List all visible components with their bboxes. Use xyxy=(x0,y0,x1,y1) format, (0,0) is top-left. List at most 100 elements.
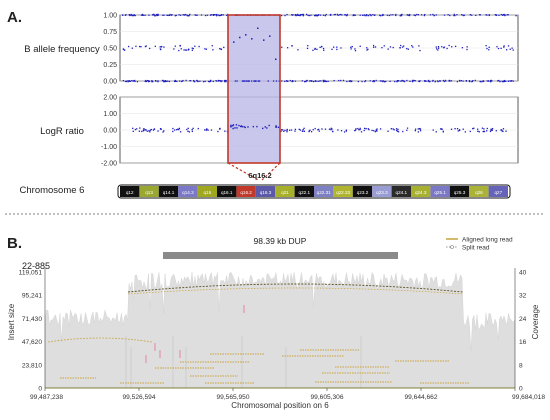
baf-point xyxy=(182,14,184,16)
logr-point xyxy=(387,130,389,132)
logr-point xyxy=(138,130,141,132)
baf-point xyxy=(128,14,130,16)
logr-point xyxy=(375,129,377,132)
logr-point xyxy=(402,130,404,133)
logr-tick-label: -2.00 xyxy=(101,161,117,168)
y-right-tick-label: 24 xyxy=(519,316,527,323)
baf-point xyxy=(198,45,200,48)
baf-point xyxy=(437,46,440,48)
y-right-tick-label: 32 xyxy=(519,293,527,300)
logr-point xyxy=(393,129,395,131)
logr-point xyxy=(173,129,176,131)
baf-point xyxy=(340,79,342,82)
baf-point xyxy=(206,14,209,16)
baf-point xyxy=(385,80,387,83)
ideogram-band-label: q24.3 xyxy=(415,190,427,195)
baf-point xyxy=(317,80,319,83)
baf-point xyxy=(380,80,382,82)
logr-point xyxy=(172,127,174,130)
baf-highlight-point xyxy=(263,39,265,41)
baf-point xyxy=(365,14,368,16)
logr-point xyxy=(464,131,466,133)
baf-point xyxy=(139,45,141,48)
baf-highlight-point xyxy=(242,80,244,82)
baf-point xyxy=(423,14,426,17)
logr-point xyxy=(331,128,333,130)
baf-point xyxy=(383,80,386,83)
baf-point xyxy=(174,15,176,17)
legend-split-label: Split read xyxy=(462,245,490,252)
logr-point xyxy=(328,128,331,130)
logr-point xyxy=(310,131,313,133)
logr-point xyxy=(357,127,359,130)
baf-point xyxy=(159,46,161,48)
baf-point xyxy=(129,14,131,17)
baf-tick-label: 1.00 xyxy=(103,13,117,20)
baf-point xyxy=(281,80,283,82)
baf-point xyxy=(388,14,391,17)
baf-point xyxy=(163,46,165,48)
baf-point xyxy=(333,13,335,16)
baf-point xyxy=(486,14,488,16)
baf-highlight-point xyxy=(245,80,247,82)
baf-point xyxy=(466,48,468,51)
baf-point xyxy=(485,45,487,47)
logr-point xyxy=(330,129,332,131)
baf-point xyxy=(320,80,322,82)
baf-point xyxy=(338,79,340,82)
logr-point xyxy=(376,130,378,132)
baf-point xyxy=(211,45,213,47)
baf-highlight-point xyxy=(234,80,237,82)
baf-point xyxy=(369,80,371,82)
baf-point xyxy=(429,80,431,83)
logr-point xyxy=(469,130,471,133)
baf-point xyxy=(291,80,293,83)
baf-point xyxy=(148,14,150,16)
baf-point xyxy=(375,79,377,82)
logr-point xyxy=(286,131,288,133)
baf-label: B allele frequency xyxy=(24,44,100,55)
baf-point xyxy=(125,80,127,83)
baf-point xyxy=(221,80,223,82)
baf-highlight-point xyxy=(243,80,245,82)
baf-point xyxy=(387,48,389,50)
baf-point xyxy=(428,80,430,83)
sample-id: 22-885 xyxy=(22,261,50,271)
baf-point xyxy=(286,13,288,16)
baf-point xyxy=(219,48,221,50)
logr-point xyxy=(483,130,485,133)
baf-point xyxy=(140,45,142,48)
logr-point xyxy=(178,128,180,131)
baf-point xyxy=(185,79,187,82)
baf-point xyxy=(202,81,205,83)
baf-highlight-point xyxy=(258,80,261,82)
logr-point xyxy=(477,128,479,130)
baf-point xyxy=(196,14,198,16)
baf-point xyxy=(402,80,405,82)
baf-point xyxy=(448,44,450,47)
logr-point xyxy=(354,129,356,132)
baf-point xyxy=(131,79,133,82)
baf-point xyxy=(193,79,195,82)
baf-point xyxy=(461,47,464,49)
baf-point xyxy=(307,45,309,47)
baf-point xyxy=(302,15,304,17)
logr-highlight-point xyxy=(277,126,280,129)
baf-point xyxy=(319,46,321,48)
baf-point xyxy=(424,80,426,82)
logr-point xyxy=(188,131,190,133)
baf-point xyxy=(144,14,146,17)
baf-point xyxy=(331,48,333,51)
baf-point xyxy=(369,13,371,16)
ideogram-band-label: q27 xyxy=(494,190,502,195)
baf-point xyxy=(490,79,492,82)
baf-point xyxy=(337,14,339,16)
ideogram-band xyxy=(333,186,353,197)
baf-point xyxy=(212,49,214,51)
logr-point xyxy=(406,127,409,129)
logr-tick-label: 1.00 xyxy=(103,111,117,118)
baf-point xyxy=(512,49,514,51)
baf-point xyxy=(333,46,335,48)
logr-point xyxy=(284,129,286,131)
logr-point xyxy=(332,130,334,133)
